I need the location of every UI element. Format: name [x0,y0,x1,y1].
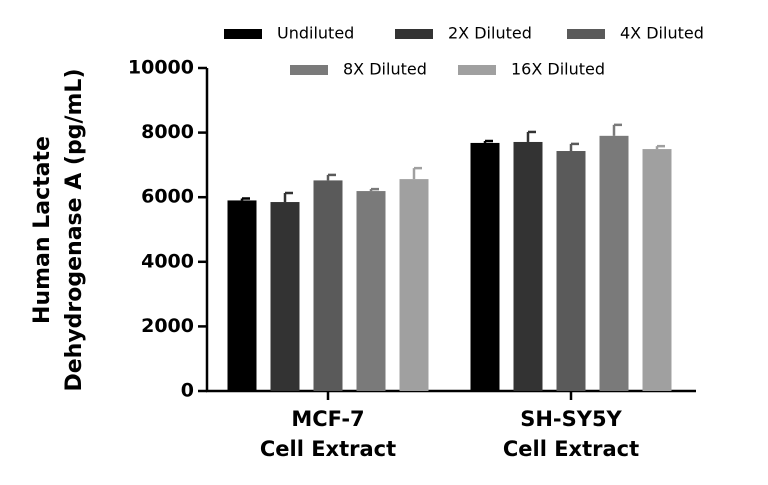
bar [470,142,500,391]
x-tick-label: Cell Extract [260,437,396,461]
legend-label: Undiluted [277,24,354,43]
y-tick-label: 4000 [141,250,194,272]
y-tick-label: 0 [181,380,194,402]
x-tick-label: MCF-7 [291,407,364,431]
legend-label: 2X Diluted [448,24,532,43]
y-axis-title-line: Human Lactate [30,136,55,324]
legend-label: 4X Diluted [620,24,704,43]
y-tick-label: 2000 [141,315,194,337]
bar [313,180,343,391]
bar [356,191,386,391]
y-tick-label: 6000 [141,186,194,208]
bar [270,202,300,391]
legend-swatch [290,65,328,75]
legend-swatch [458,65,496,75]
bar [513,141,543,391]
bar [556,151,586,391]
x-tick-label: Cell Extract [503,437,639,461]
legend-swatch [224,29,262,39]
legend-label: 8X Diluted [343,60,427,79]
bar [227,200,257,391]
bar [642,149,672,391]
y-tick-label: 10000 [128,57,194,79]
bar [399,179,429,391]
y-axis-title-line: Dehydrogenase A (pg/mL) [62,68,87,391]
y-tick-label: 8000 [141,121,194,143]
bar [599,135,629,391]
x-tick-label: SH-SY5Y [520,407,622,431]
legend-swatch [567,29,605,39]
legend-label: 16X Diluted [511,60,605,79]
legend-swatch [395,29,433,39]
y-axis-title: Human Lactate Dehydrogenase A (pg/mL) [30,68,87,391]
